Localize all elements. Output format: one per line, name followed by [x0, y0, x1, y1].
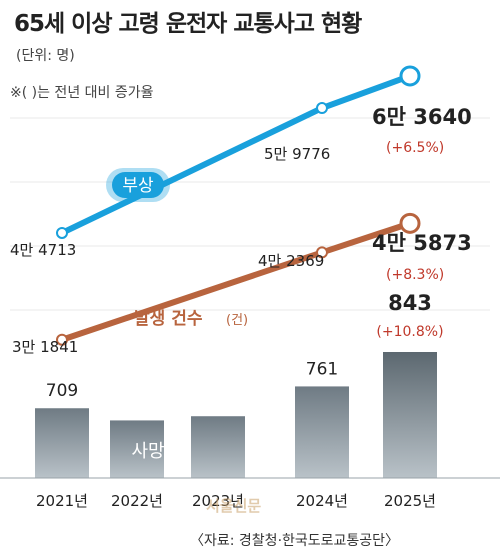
- x-tick-label-0: 2021년: [36, 492, 88, 510]
- injury-name-pill: [112, 172, 164, 198]
- unit-label: (단위: 명): [16, 48, 75, 64]
- series-point-0-0: [56, 226, 68, 239]
- series-endpoint-1: [399, 212, 421, 234]
- accident-value-label-3: 4만 2369: [258, 252, 324, 270]
- death-bar-0: [35, 408, 89, 478]
- death-bar-1: [110, 420, 164, 478]
- injury-value-label-4: 6만 3640: [372, 105, 472, 129]
- series-endpoint-0: [399, 65, 421, 87]
- bar-value-label-4: 843: [388, 291, 432, 315]
- death-bar-2: [191, 416, 245, 478]
- bar-value-label-0: 709: [46, 381, 78, 401]
- series-point-1-0: [56, 333, 68, 346]
- series-point-1-3: [316, 246, 328, 259]
- death-bar-3: [295, 386, 349, 478]
- x-tick-label-3: 2024년: [296, 492, 348, 510]
- chart-title: 65세 이상 고령 운전자 교통사고 현황: [14, 11, 362, 37]
- accident-value-label-0: 3만 1841: [12, 338, 78, 356]
- accident-growth-label: (+8.3%): [386, 267, 444, 283]
- injury-growth-label: (+6.5%): [386, 140, 444, 156]
- x-tick-label-1: 2022년: [111, 492, 163, 510]
- death-growth-label: (+10.8%): [376, 324, 443, 340]
- bar-value-label-3: 761: [306, 359, 338, 379]
- death-series-label: 사망: [131, 441, 164, 462]
- injury-series-label: 부상: [122, 176, 154, 196]
- injury-value-label-0: 4만 4713: [10, 241, 76, 259]
- accident-series-label: 발생 건수: [134, 309, 203, 329]
- growth-note: ※( )는 전년 대비 증가율: [10, 85, 154, 101]
- series-line-0: [59, 72, 413, 236]
- death-bar-4: [383, 352, 437, 478]
- accident-series-unit: (건): [226, 313, 248, 328]
- series-point-0-3: [316, 102, 328, 115]
- x-tick-label-2: 2023년: [192, 492, 244, 510]
- injury-value-label-3: 5만 9776: [264, 145, 330, 163]
- watermark: 서울신문: [206, 497, 262, 515]
- x-tick-label-4: 2025년: [384, 492, 436, 510]
- source-note: 〈자료: 경찰청·한국도로교통공단〉: [190, 533, 400, 549]
- accident-value-label-4: 4만 5873: [372, 231, 472, 255]
